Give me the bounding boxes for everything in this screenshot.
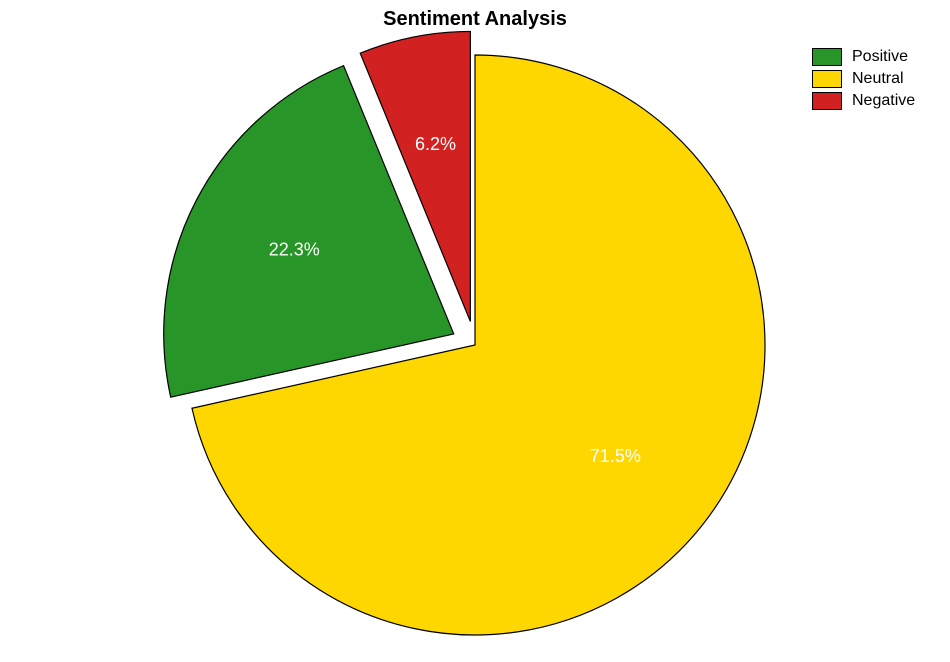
legend: Positive Neutral Negative [812, 48, 915, 114]
slice-label-negative: 6.2% [415, 134, 456, 154]
legend-item: Positive [812, 48, 915, 66]
legend-swatch [812, 92, 842, 110]
slice-label-neutral: 71.5% [590, 446, 641, 466]
slice-label-positive: 22.3% [269, 240, 320, 260]
pie-chart: 71.5% 22.3% 6.2% [0, 0, 950, 662]
legend-item: Neutral [812, 70, 915, 88]
chart-stage: Sentiment Analysis 71.5%22.3%6.2% Positi… [0, 0, 950, 662]
legend-label: Negative [852, 92, 915, 110]
legend-label: Neutral [852, 70, 904, 88]
legend-label: Positive [852, 48, 908, 66]
legend-swatch [812, 48, 842, 66]
legend-swatch [812, 70, 842, 88]
legend-item: Negative [812, 92, 915, 110]
